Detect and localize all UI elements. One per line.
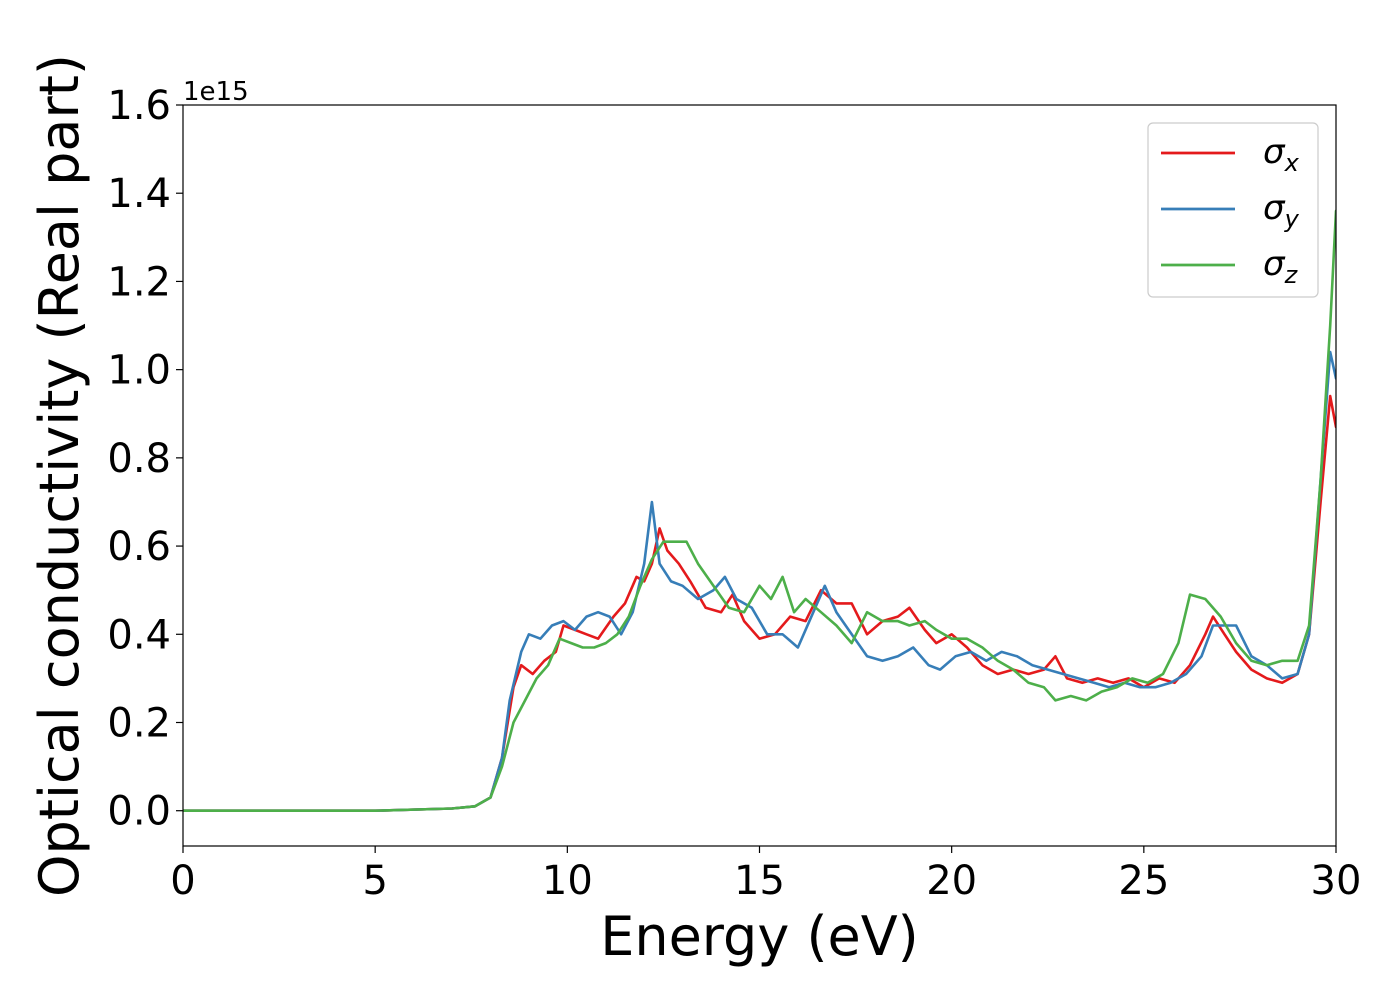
y-tick-label: 0.6 <box>107 524 171 570</box>
x-axis-title: Energy (eV) <box>600 905 919 968</box>
x-axis: 0 5 10 15 20 25 30 <box>170 846 1361 904</box>
x-tick-label: 10 <box>542 858 593 904</box>
y-tick-label: 0.2 <box>107 701 171 747</box>
series-line-z <box>183 209 1336 812</box>
y-tick-label: 0.0 <box>107 789 171 835</box>
y-offset-label: 1e15 <box>183 77 249 107</box>
y-axis: 0.0 0.2 0.4 0.6 0.8 1.0 1.2 1.4 1.6 <box>107 83 183 835</box>
y-tick-label: 1.4 <box>107 171 171 217</box>
x-tick-label: 15 <box>734 858 785 904</box>
x-tick-label: 25 <box>1118 858 1169 904</box>
x-tick-label: 5 <box>362 858 387 904</box>
y-axis-title: Optical conductivity (Real part) <box>28 54 91 897</box>
y-tick-label: 1.2 <box>107 259 171 305</box>
y-tick-label: 1.0 <box>107 348 171 394</box>
y-tick-label: 0.4 <box>107 612 171 658</box>
x-tick-label: 20 <box>926 858 977 904</box>
series-line-y <box>183 350 1336 812</box>
y-tick-label: 1.6 <box>107 83 171 129</box>
x-tick-label: 0 <box>170 858 195 904</box>
y-tick-label: 0.8 <box>107 436 171 482</box>
series-line-x <box>183 394 1336 812</box>
x-tick-label: 30 <box>1311 858 1362 904</box>
series-layer <box>183 209 1336 812</box>
